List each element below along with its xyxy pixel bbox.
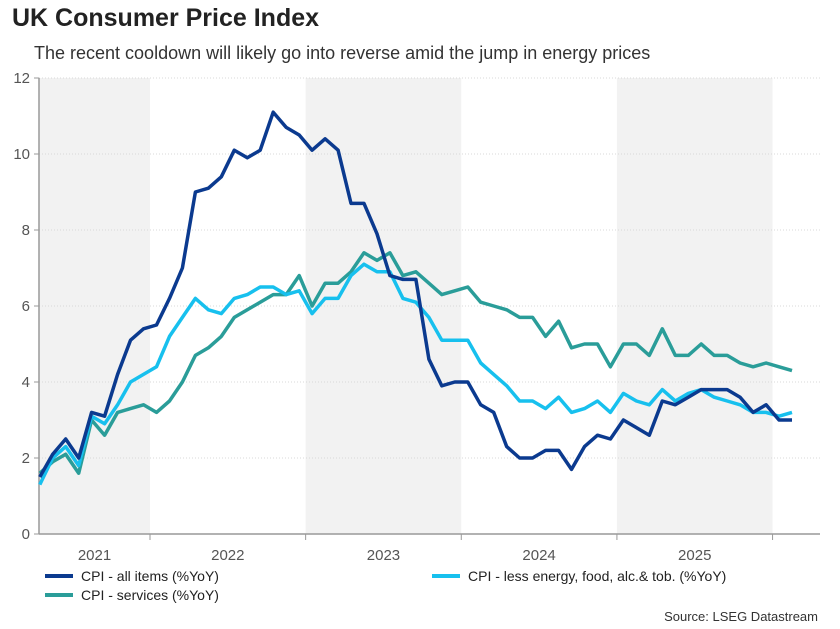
series-line-0 <box>38 110 792 478</box>
legend-swatch <box>432 574 460 578</box>
source-note: Source: LSEG Datastream <box>664 609 818 624</box>
y-tick-label: 12 <box>13 70 30 87</box>
year-band-2025 <box>616 78 773 534</box>
legend-label: CPI - all items (%YoY) <box>81 568 219 584</box>
y-tick-label: 10 <box>13 146 30 163</box>
legend-swatch <box>45 574 73 578</box>
x-tick-label-2024: 2024 <box>522 547 555 564</box>
chart-title: UK Consumer Price Index <box>12 4 320 32</box>
legend-label: CPI - less energy, food, alc.& tob. (%Yo… <box>468 568 727 584</box>
x-tick-label-2023: 2023 <box>367 547 400 564</box>
x-tick-label-2025: 2025 <box>678 547 711 564</box>
y-tick-label: 4 <box>22 374 30 391</box>
year-band-2021 <box>39 78 150 534</box>
year-band-2023 <box>305 78 462 534</box>
legend-item-all-items: CPI - all items (%YoY) <box>45 568 219 584</box>
x-tick-label-2022: 2022 <box>211 547 244 564</box>
x-tick-label-2021: 2021 <box>78 547 111 564</box>
legend-swatch <box>45 593 73 597</box>
legend-item-services: CPI - services (%YoY) <box>45 587 219 603</box>
y-tick-label: 8 <box>22 222 30 239</box>
y-tick-label: 6 <box>22 298 30 315</box>
chart-subtitle: The recent cooldown will likely go into … <box>34 43 651 63</box>
legend-label: CPI - services (%YoY) <box>81 587 219 603</box>
y-tick-label: 0 <box>22 526 30 543</box>
y-tick-label: 2 <box>22 450 30 467</box>
series-line-1 <box>38 262 793 486</box>
legend-item-core: CPI - less energy, food, alc.& tob. (%Yo… <box>432 568 726 584</box>
series-line-2 <box>38 251 793 475</box>
